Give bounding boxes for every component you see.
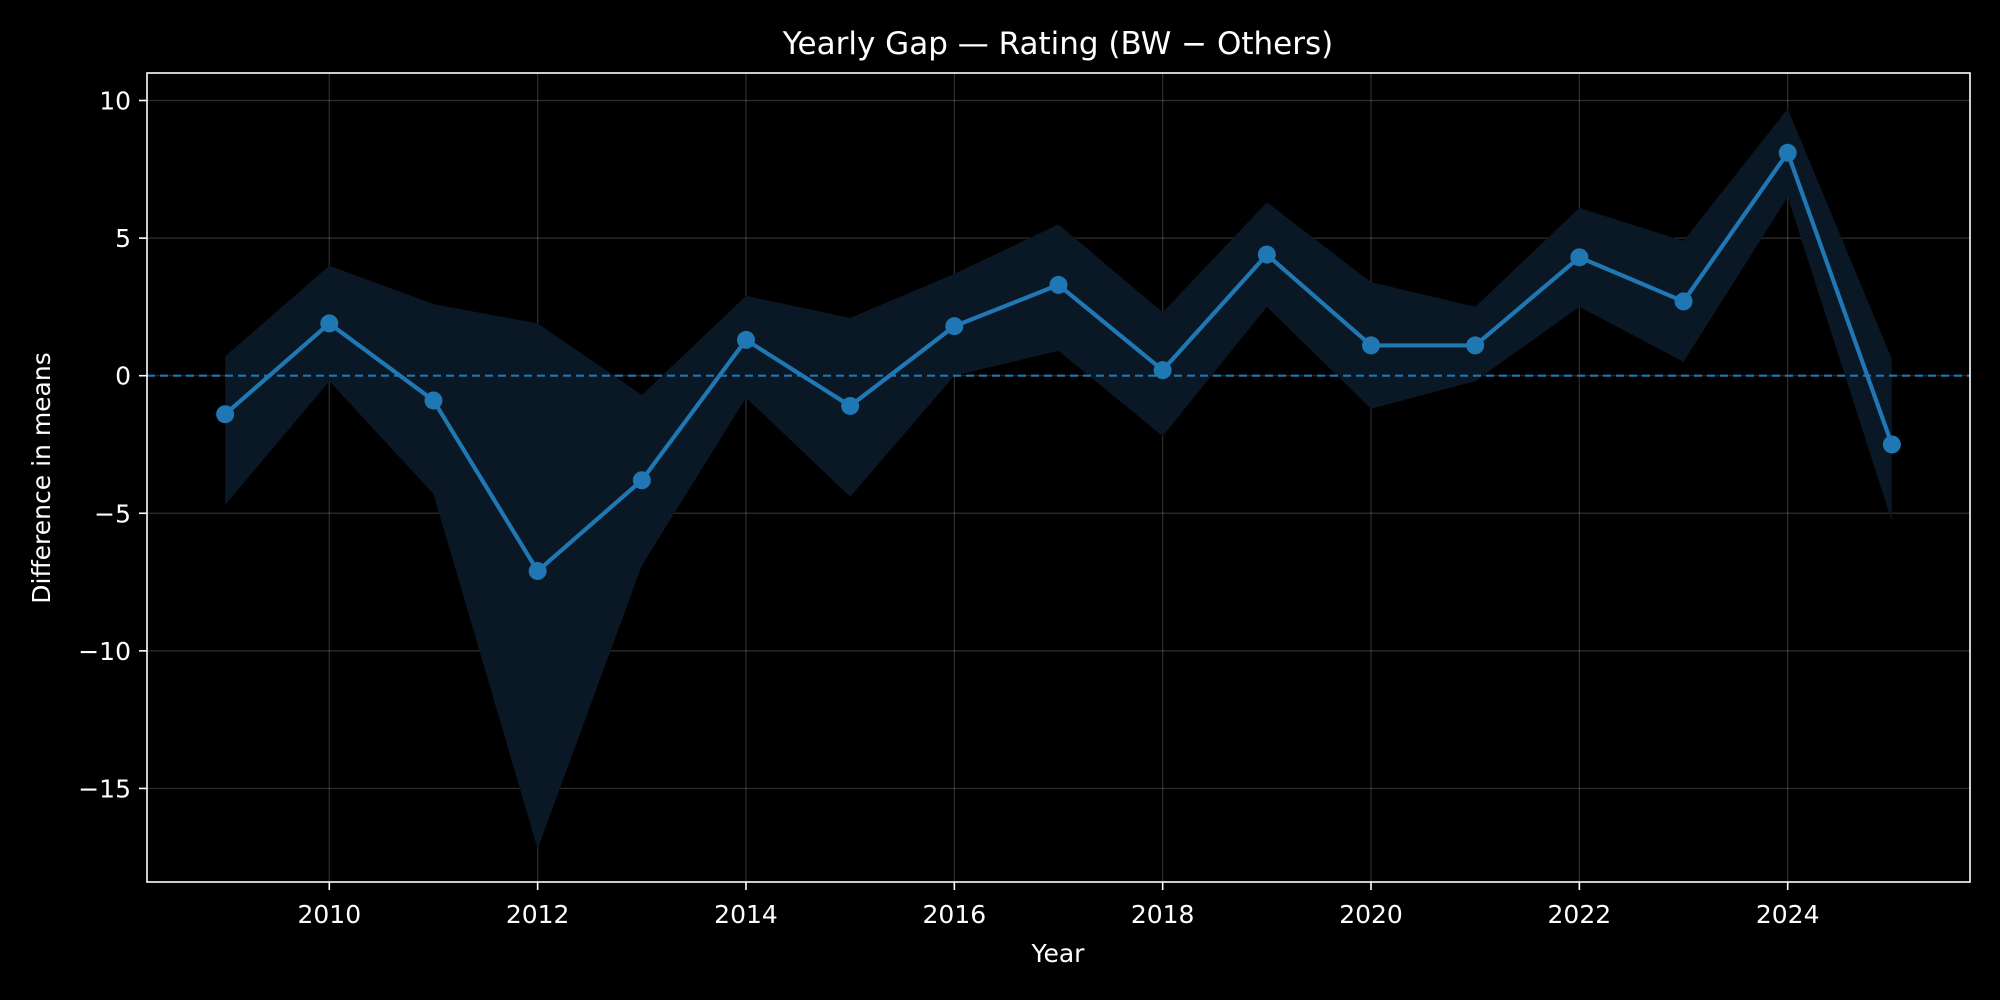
data-point [632,471,651,490]
data-point [1674,292,1693,311]
data-point [1882,435,1901,454]
x-tick-label: 2024 [1756,900,1820,929]
plot-frame [146,72,1971,883]
y-tick-label: −10 [78,637,131,666]
series-group [216,143,1901,581]
y-tick-label: −5 [94,499,131,528]
data-point [1049,275,1068,294]
data-point [424,391,443,410]
data-point [736,330,755,349]
confidence-band-group [225,108,1892,849]
data-point [1570,248,1589,267]
y-tick-label: −15 [78,774,131,803]
y-axis-label: Difference in means [27,352,56,604]
data-point [216,405,235,424]
y-axis-ticks: 10 5 0 −5 −10 −15 [78,87,147,803]
x-tick-label: 2022 [1548,900,1612,929]
data-point [528,562,547,581]
confidence-band [225,108,1892,849]
x-axis-label: Year [1031,939,1086,968]
data-point [945,317,964,336]
x-tick-label: 2016 [923,900,987,929]
data-point [1362,336,1381,355]
x-tick-label: 2018 [1131,900,1195,929]
data-point [1257,245,1276,264]
y-tick-label: 10 [99,87,131,116]
y-tick-label: 0 [115,362,131,391]
x-axis-ticks: 2010 2012 2014 2016 2018 2020 2022 2024 [297,882,1820,929]
data-point [1778,143,1797,162]
x-tick-label: 2014 [714,900,778,929]
data-point [320,314,339,333]
x-tick-label: 2012 [506,900,570,929]
chart-title: Yearly Gap — Rating (BW − Others) [782,26,1334,62]
y-tick-label: 5 [115,224,131,253]
data-point [841,396,860,415]
x-tick-label: 2010 [297,900,361,929]
data-point [1466,336,1485,355]
x-tick-label: 2020 [1339,900,1403,929]
data-point [1153,361,1172,380]
